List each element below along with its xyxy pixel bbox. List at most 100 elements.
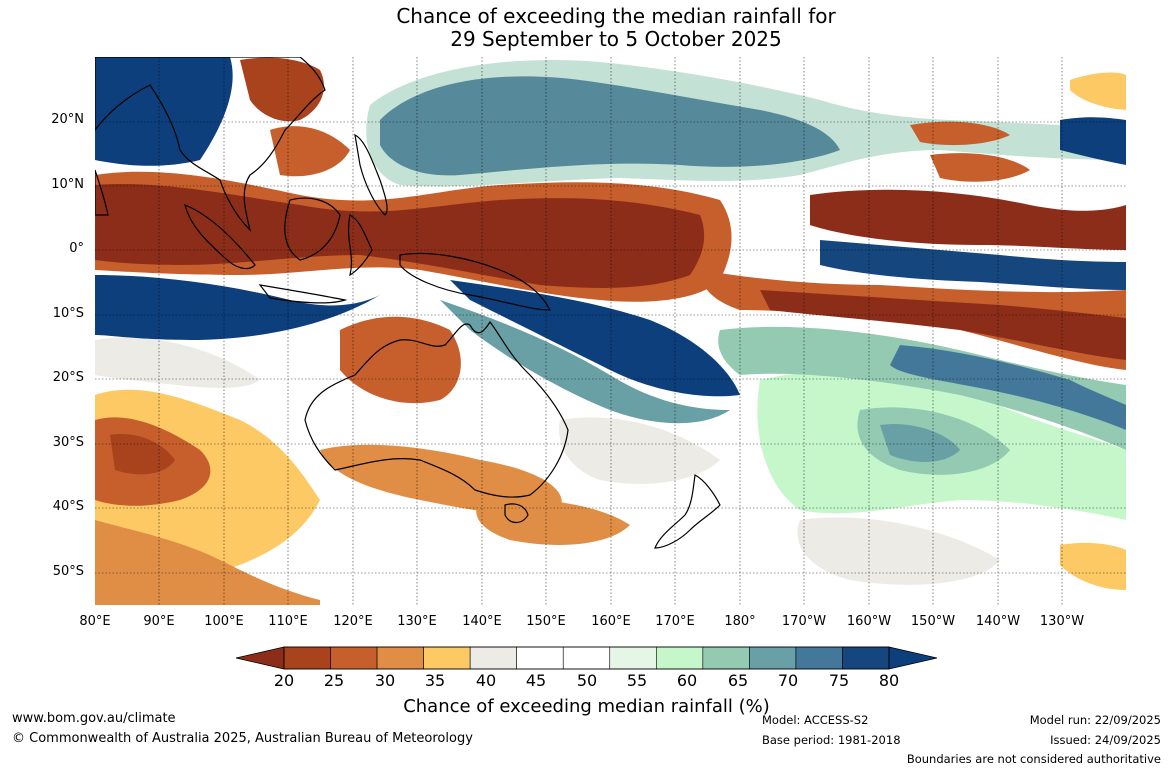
colorbar-tick-70: 70	[777, 671, 799, 690]
lon-label-90e: 90°E	[143, 614, 175, 629]
model-text: Model: ACCESS-S2	[762, 713, 869, 727]
south-pacific-wet-core2	[880, 424, 960, 462]
hawaii-dry2	[930, 153, 1030, 182]
colorbar	[235, 646, 938, 670]
lat-label-20s: 20°S	[52, 370, 84, 385]
colorbar-tick-45: 45	[525, 671, 547, 690]
philippines-coastline	[354, 133, 388, 216]
lon-label-130e: 130°E	[397, 614, 437, 629]
colorbar-cell-3	[423, 646, 471, 670]
colorbar-cell-0	[283, 646, 331, 670]
java-coastline	[258, 284, 348, 304]
lon-label-170e: 170°E	[655, 614, 695, 629]
lat-label-0: 0°	[69, 241, 84, 256]
north-pacific-wet-edge	[366, 59, 1126, 187]
new-zealand-coastline	[654, 474, 721, 549]
colorbar-tick-65: 65	[727, 671, 749, 690]
lon-label-180: 180°	[724, 614, 756, 629]
neutral-area-south	[797, 517, 1000, 585]
colorbar-tick-80: 80	[878, 671, 900, 690]
lat-label-30s: 30°S	[52, 435, 84, 450]
colorbar-tick-20: 20	[273, 671, 295, 690]
lon-label-140e: 140°E	[462, 614, 502, 629]
ne-pacific-dry	[1070, 72, 1126, 110]
colorbar-cell-1	[330, 646, 378, 670]
lat-label-50s: 50°S	[52, 564, 84, 579]
indochina-dry	[240, 57, 324, 122]
lat-label-10s: 10°S	[52, 306, 84, 321]
lon-label-150w: 150°W	[910, 614, 956, 629]
lat-label-20n: 20°N	[51, 112, 84, 127]
map-title-line1: Chance of exceeding the median rainfall …	[396, 4, 836, 28]
map-field	[95, 57, 1126, 605]
lon-label-160e: 160°E	[591, 614, 631, 629]
indian-ocean-wet	[95, 275, 380, 340]
colorbar-cell-8	[656, 646, 704, 670]
colorbar-cell-5	[516, 646, 564, 670]
colorbar-tick-30: 30	[374, 671, 396, 690]
east-pacific-dry	[810, 189, 1126, 250]
graticule	[95, 57, 1126, 605]
copyright-text: © Commonwealth of Australia 2025, Austra…	[12, 731, 473, 746]
colorbar-title: Chance of exceeding median rainfall (%)	[403, 696, 770, 717]
colorbar-cell-6	[562, 646, 611, 670]
tasman-dry	[476, 498, 630, 545]
hawaii-dry	[910, 121, 1010, 146]
lon-label-170w: 170°W	[781, 614, 827, 629]
west-pacific-wet	[95, 57, 233, 166]
colorbar-high-extension	[888, 646, 938, 670]
lon-label-140w: 140°W	[975, 614, 1021, 629]
sulawesi-coastline	[347, 214, 373, 277]
colorbar-cell-9	[702, 646, 750, 670]
new-guinea-coastline	[399, 252, 551, 311]
colorbar-tick-40: 40	[475, 671, 497, 690]
australia-coastline	[304, 320, 569, 498]
lon-label-100e: 100°E	[204, 614, 244, 629]
east-pacific-dry2-core	[760, 290, 1126, 360]
neutral-area-west	[95, 337, 260, 388]
philippine-sea-dry	[270, 126, 350, 177]
colorbar-tick-50: 50	[576, 671, 598, 690]
map-title-line2: 29 September to 5 October 2025	[450, 27, 782, 51]
south-east-pacific-dry	[1060, 542, 1126, 590]
colorbar-low-extension	[235, 646, 285, 670]
borneo-coastline	[284, 197, 341, 261]
website-link[interactable]: www.bom.gov.au/climate	[12, 711, 176, 726]
spcz-wet-east	[718, 326, 1126, 450]
lon-label-80e: 80°E	[79, 614, 111, 629]
northeast-pacific-wet	[1060, 117, 1126, 165]
colorbar-cell-12	[842, 646, 890, 670]
tasmania-coastline	[504, 503, 529, 524]
india-coastline	[95, 169, 109, 216]
colorbar-cell-11	[795, 646, 843, 670]
colorbar-tick-75: 75	[828, 671, 850, 690]
colorbar-cell-7	[609, 646, 657, 670]
lon-label-150e: 150°E	[526, 614, 566, 629]
spcz-wet-east-core	[890, 345, 1126, 430]
coral-sea-wet-edge	[440, 300, 730, 424]
northern-dry-core	[95, 184, 705, 288]
colorbar-tick-60: 60	[676, 671, 698, 690]
lon-label-120e: 120°E	[333, 614, 373, 629]
sumatra-coastline	[184, 204, 256, 270]
colorbar-tick-55: 55	[626, 671, 648, 690]
lon-label-110e: 110°E	[268, 614, 308, 629]
colorbar-cell-4	[469, 646, 517, 670]
asia-coastline	[95, 57, 326, 232]
equatorial-pacific-wet	[820, 240, 1126, 290]
colorbar-tick-35: 35	[424, 671, 446, 690]
lon-label-130w: 130°W	[1039, 614, 1085, 629]
lat-label-10n: 10°N	[51, 177, 84, 192]
colorbar-tick-25: 25	[323, 671, 345, 690]
base-period-text: Base period: 1981-2018	[762, 733, 901, 747]
colorbar-cell-10	[749, 646, 797, 670]
neutral-area-east	[559, 417, 720, 484]
australia-dry	[340, 316, 461, 404]
issued-text: Issued: 24/09/2025	[1050, 733, 1161, 747]
coral-sea-wet	[450, 280, 740, 397]
disclaimer-text: Boundaries are not considered authoritat…	[906, 752, 1161, 766]
colorbar-cell-2	[376, 646, 424, 670]
south-patch	[95, 520, 320, 605]
lat-label-40s: 40°S	[52, 499, 84, 514]
